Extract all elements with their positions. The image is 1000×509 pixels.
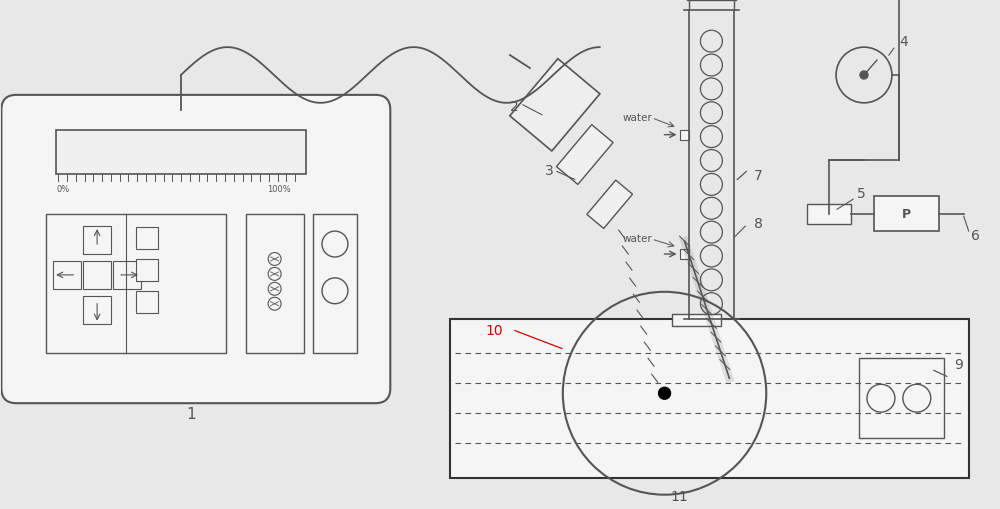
Polygon shape <box>556 125 613 185</box>
FancyBboxPatch shape <box>1 96 390 404</box>
Bar <box>113 262 141 289</box>
Bar <box>859 359 944 438</box>
Text: water: water <box>623 112 652 123</box>
Bar <box>807 205 851 224</box>
Text: water: water <box>623 234 652 244</box>
Bar <box>672 314 721 326</box>
Bar <box>680 249 689 260</box>
Bar <box>136 228 158 249</box>
Bar <box>136 291 158 313</box>
Text: 8: 8 <box>754 217 763 231</box>
Text: 5: 5 <box>857 187 866 201</box>
Text: 1: 1 <box>186 406 196 421</box>
Polygon shape <box>510 60 600 152</box>
Text: P: P <box>902 207 911 220</box>
Bar <box>313 215 357 354</box>
Bar <box>83 227 111 254</box>
Bar <box>136 260 158 281</box>
Bar <box>46 215 226 354</box>
Circle shape <box>860 72 868 80</box>
Text: 0%: 0% <box>56 185 69 194</box>
Text: 11: 11 <box>671 489 688 503</box>
Text: 100%: 100% <box>267 185 291 194</box>
Polygon shape <box>587 181 633 229</box>
Bar <box>450 319 969 478</box>
Text: 7: 7 <box>754 169 763 183</box>
Text: 6: 6 <box>971 229 980 243</box>
Bar <box>246 215 304 354</box>
Bar <box>680 130 689 140</box>
Bar <box>83 296 111 324</box>
Bar <box>874 197 939 232</box>
Bar <box>56 130 306 175</box>
Text: 2: 2 <box>510 100 519 114</box>
Circle shape <box>659 387 671 400</box>
Bar <box>53 262 81 289</box>
Text: 3: 3 <box>545 164 554 178</box>
Text: 10: 10 <box>485 323 503 337</box>
Text: 4: 4 <box>899 35 908 49</box>
Bar <box>83 262 111 289</box>
Text: 9: 9 <box>954 358 963 372</box>
